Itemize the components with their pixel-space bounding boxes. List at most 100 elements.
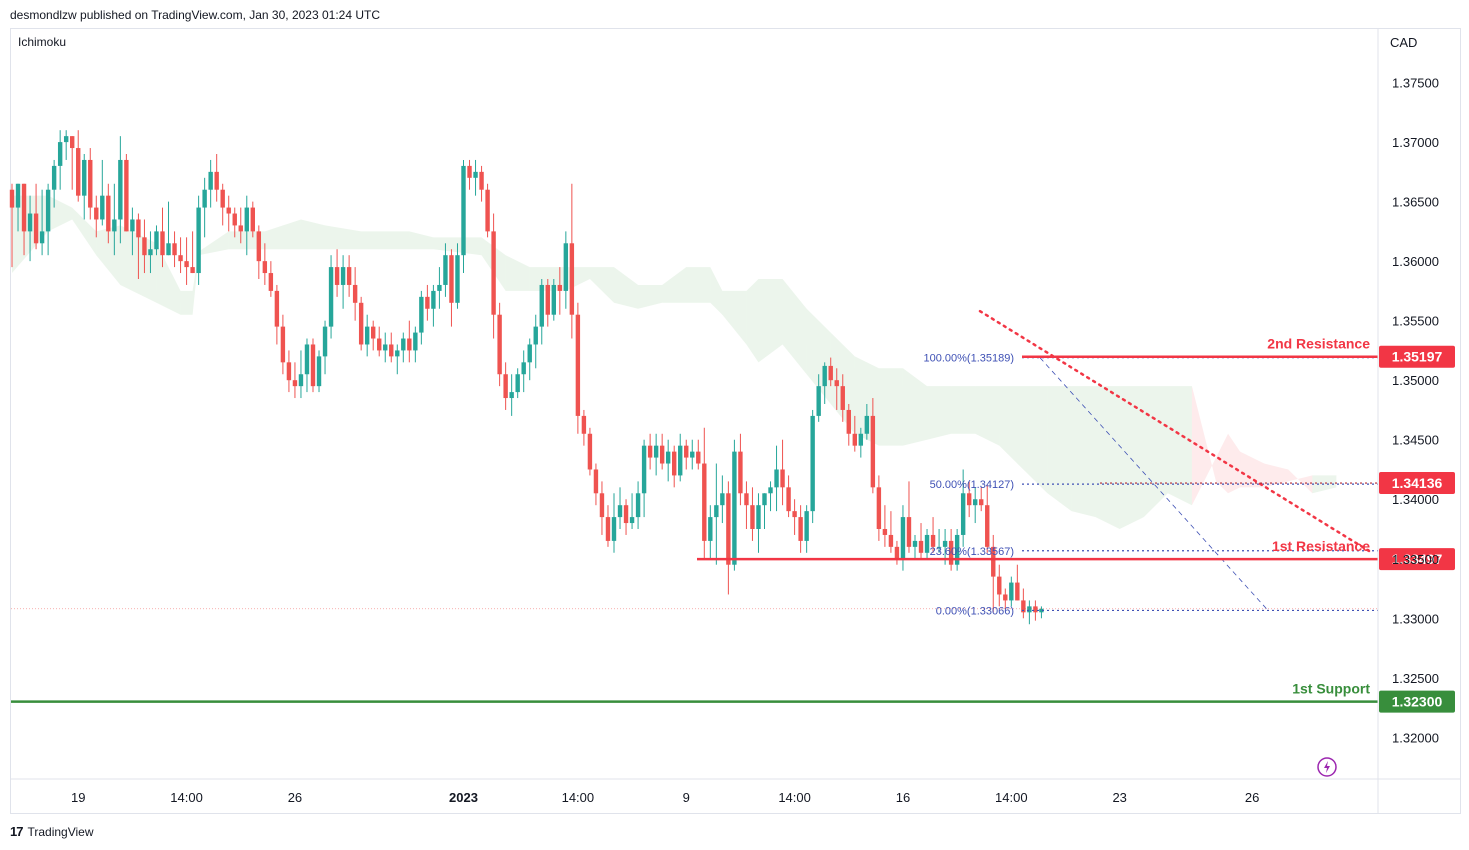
- candle-body: [780, 469, 785, 488]
- candle-body: [118, 159, 123, 220]
- candle-body: [262, 261, 268, 274]
- candle-body: [852, 433, 857, 446]
- cloud-segment: [180, 290, 193, 315]
- candle-body: [21, 183, 27, 232]
- price-tag-label: 1.33497: [1392, 551, 1443, 567]
- cloud-segment: [1143, 386, 1168, 518]
- candle-body: [184, 261, 189, 268]
- candle-body: [413, 332, 418, 351]
- cloud-segment: [686, 267, 711, 303]
- candle-body: [340, 267, 346, 285]
- candle-body: [684, 445, 689, 458]
- candle-body: [401, 338, 406, 351]
- cloud-segment: [1095, 386, 1120, 529]
- candle-body: [756, 505, 761, 529]
- time-tick-label: 9: [683, 790, 690, 805]
- candle-body: [322, 326, 328, 357]
- candle-body: [274, 290, 280, 327]
- candle-body: [629, 517, 635, 524]
- price-tick-label: 1.34500: [1392, 433, 1439, 448]
- candle-body: [587, 433, 593, 470]
- candle-body: [364, 326, 370, 345]
- candle-body: [617, 505, 623, 518]
- candle-body: [124, 159, 129, 232]
- candle-body: [599, 493, 605, 518]
- candle-body: [298, 374, 304, 387]
- candle-body: [485, 189, 490, 232]
- brand-name: TradingView: [27, 824, 94, 839]
- candle-body: [557, 284, 563, 291]
- cloud-segment: [951, 386, 976, 434]
- candle-body: [768, 487, 773, 494]
- candle-body: [491, 231, 496, 315]
- candle-body: [665, 451, 671, 464]
- candle-body: [918, 540, 924, 553]
- candle-body: [437, 284, 442, 291]
- candle-body: [70, 136, 75, 149]
- candle-body: [310, 344, 316, 387]
- candle-body: [94, 207, 99, 220]
- time-tick-label: 16: [896, 790, 910, 805]
- candle-body: [533, 326, 538, 345]
- candle-body: [1021, 600, 1026, 613]
- price-tag-box: [1379, 345, 1455, 368]
- cloud-segment: [1047, 386, 1072, 512]
- candle-body: [708, 517, 713, 541]
- candle-body: [1033, 606, 1038, 613]
- level-label: 2nd Resistance: [1267, 336, 1370, 352]
- candle-body: [593, 469, 599, 494]
- cloud-segment: [264, 219, 301, 250]
- lightning-icon: [1317, 757, 1337, 777]
- candle-body: [383, 344, 388, 351]
- candle-body: [358, 302, 364, 345]
- candle-body: [57, 142, 63, 166]
- candle-body: [352, 284, 358, 303]
- candle-body: [744, 493, 749, 506]
- candle-body: [714, 505, 719, 518]
- candle-body: [545, 284, 550, 315]
- candle-body: [503, 374, 508, 399]
- cloud-segment: [927, 386, 952, 440]
- candle-body: [1027, 606, 1032, 613]
- cloud-segment: [48, 195, 73, 232]
- candle-body: [286, 362, 292, 381]
- cloud-segment: [1288, 469, 1313, 494]
- price-tick-label: 1.35000: [1392, 373, 1439, 388]
- candle-body: [106, 195, 111, 232]
- candle-body: [828, 365, 833, 381]
- candle-body: [33, 213, 39, 244]
- time-tick-label: 23: [1112, 790, 1126, 805]
- cloud-segment: [361, 231, 386, 250]
- candle-body: [804, 511, 809, 541]
- descending-trendline: [978, 309, 1374, 555]
- axes: 1.37500 1.37000 1.36500 1.36000 1.35500 1.350…: [11, 29, 1460, 813]
- candle-body: [786, 487, 791, 512]
- cloud-segment: [1216, 433, 1229, 494]
- fib-level-label: 0.00%(1.33066): [936, 605, 1014, 617]
- candle-body: [509, 392, 514, 399]
- brand-footer[interactable]: 17 TradingView: [10, 824, 94, 839]
- candle-body: [834, 380, 839, 387]
- candle-body: [750, 505, 755, 529]
- candle-body: [966, 493, 972, 506]
- candles: [9, 130, 1044, 625]
- candle-body: [894, 546, 900, 559]
- cloud-segment: [1119, 386, 1144, 529]
- candle-body: [100, 195, 105, 220]
- time-tick-label: 19: [71, 790, 85, 805]
- candle-body: [906, 517, 912, 547]
- cloud-segment: [505, 255, 530, 291]
- publisher-caption: desmondlzw published on TradingView.com,…: [10, 8, 381, 22]
- candle-body: [15, 183, 21, 208]
- cloud-segment: [722, 290, 747, 345]
- price-tag-label: 1.32300: [1392, 694, 1443, 710]
- candle-body: [864, 415, 870, 434]
- chart-frame: [10, 28, 1461, 814]
- candle-body: [45, 189, 51, 232]
- candle-body: [997, 576, 1002, 595]
- candle-body: [196, 207, 201, 274]
- candle-body: [244, 207, 249, 232]
- candle-body: [973, 499, 978, 506]
- indicator-label[interactable]: Ichimoku: [18, 35, 67, 49]
